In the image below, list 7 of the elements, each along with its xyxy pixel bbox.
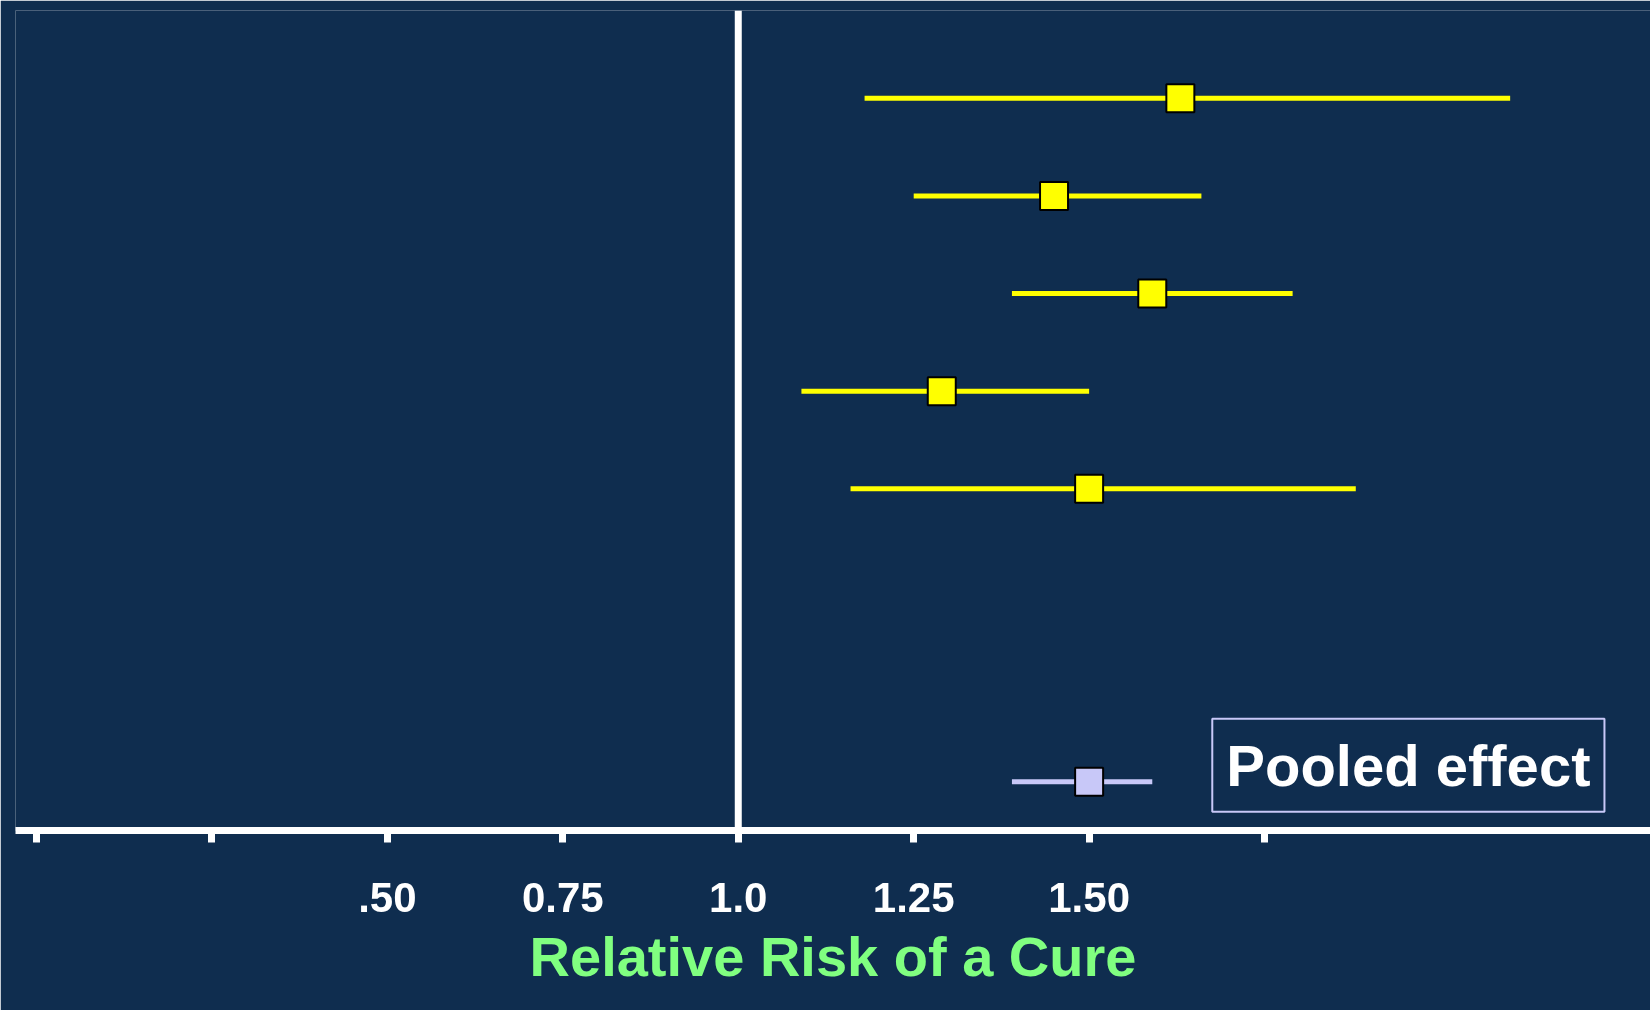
x-tick-label: .50: [358, 873, 417, 921]
x-tick-label: 1.25: [872, 873, 955, 921]
text: Pooled effect: [1226, 732, 1591, 798]
x-tick-label: 0.75: [521, 873, 604, 921]
x-axis-title: Relative Risk of a Cure: [529, 924, 1137, 988]
x-tick-label: 1.0: [709, 873, 768, 921]
x-tick-label: 1.50: [1048, 873, 1130, 921]
